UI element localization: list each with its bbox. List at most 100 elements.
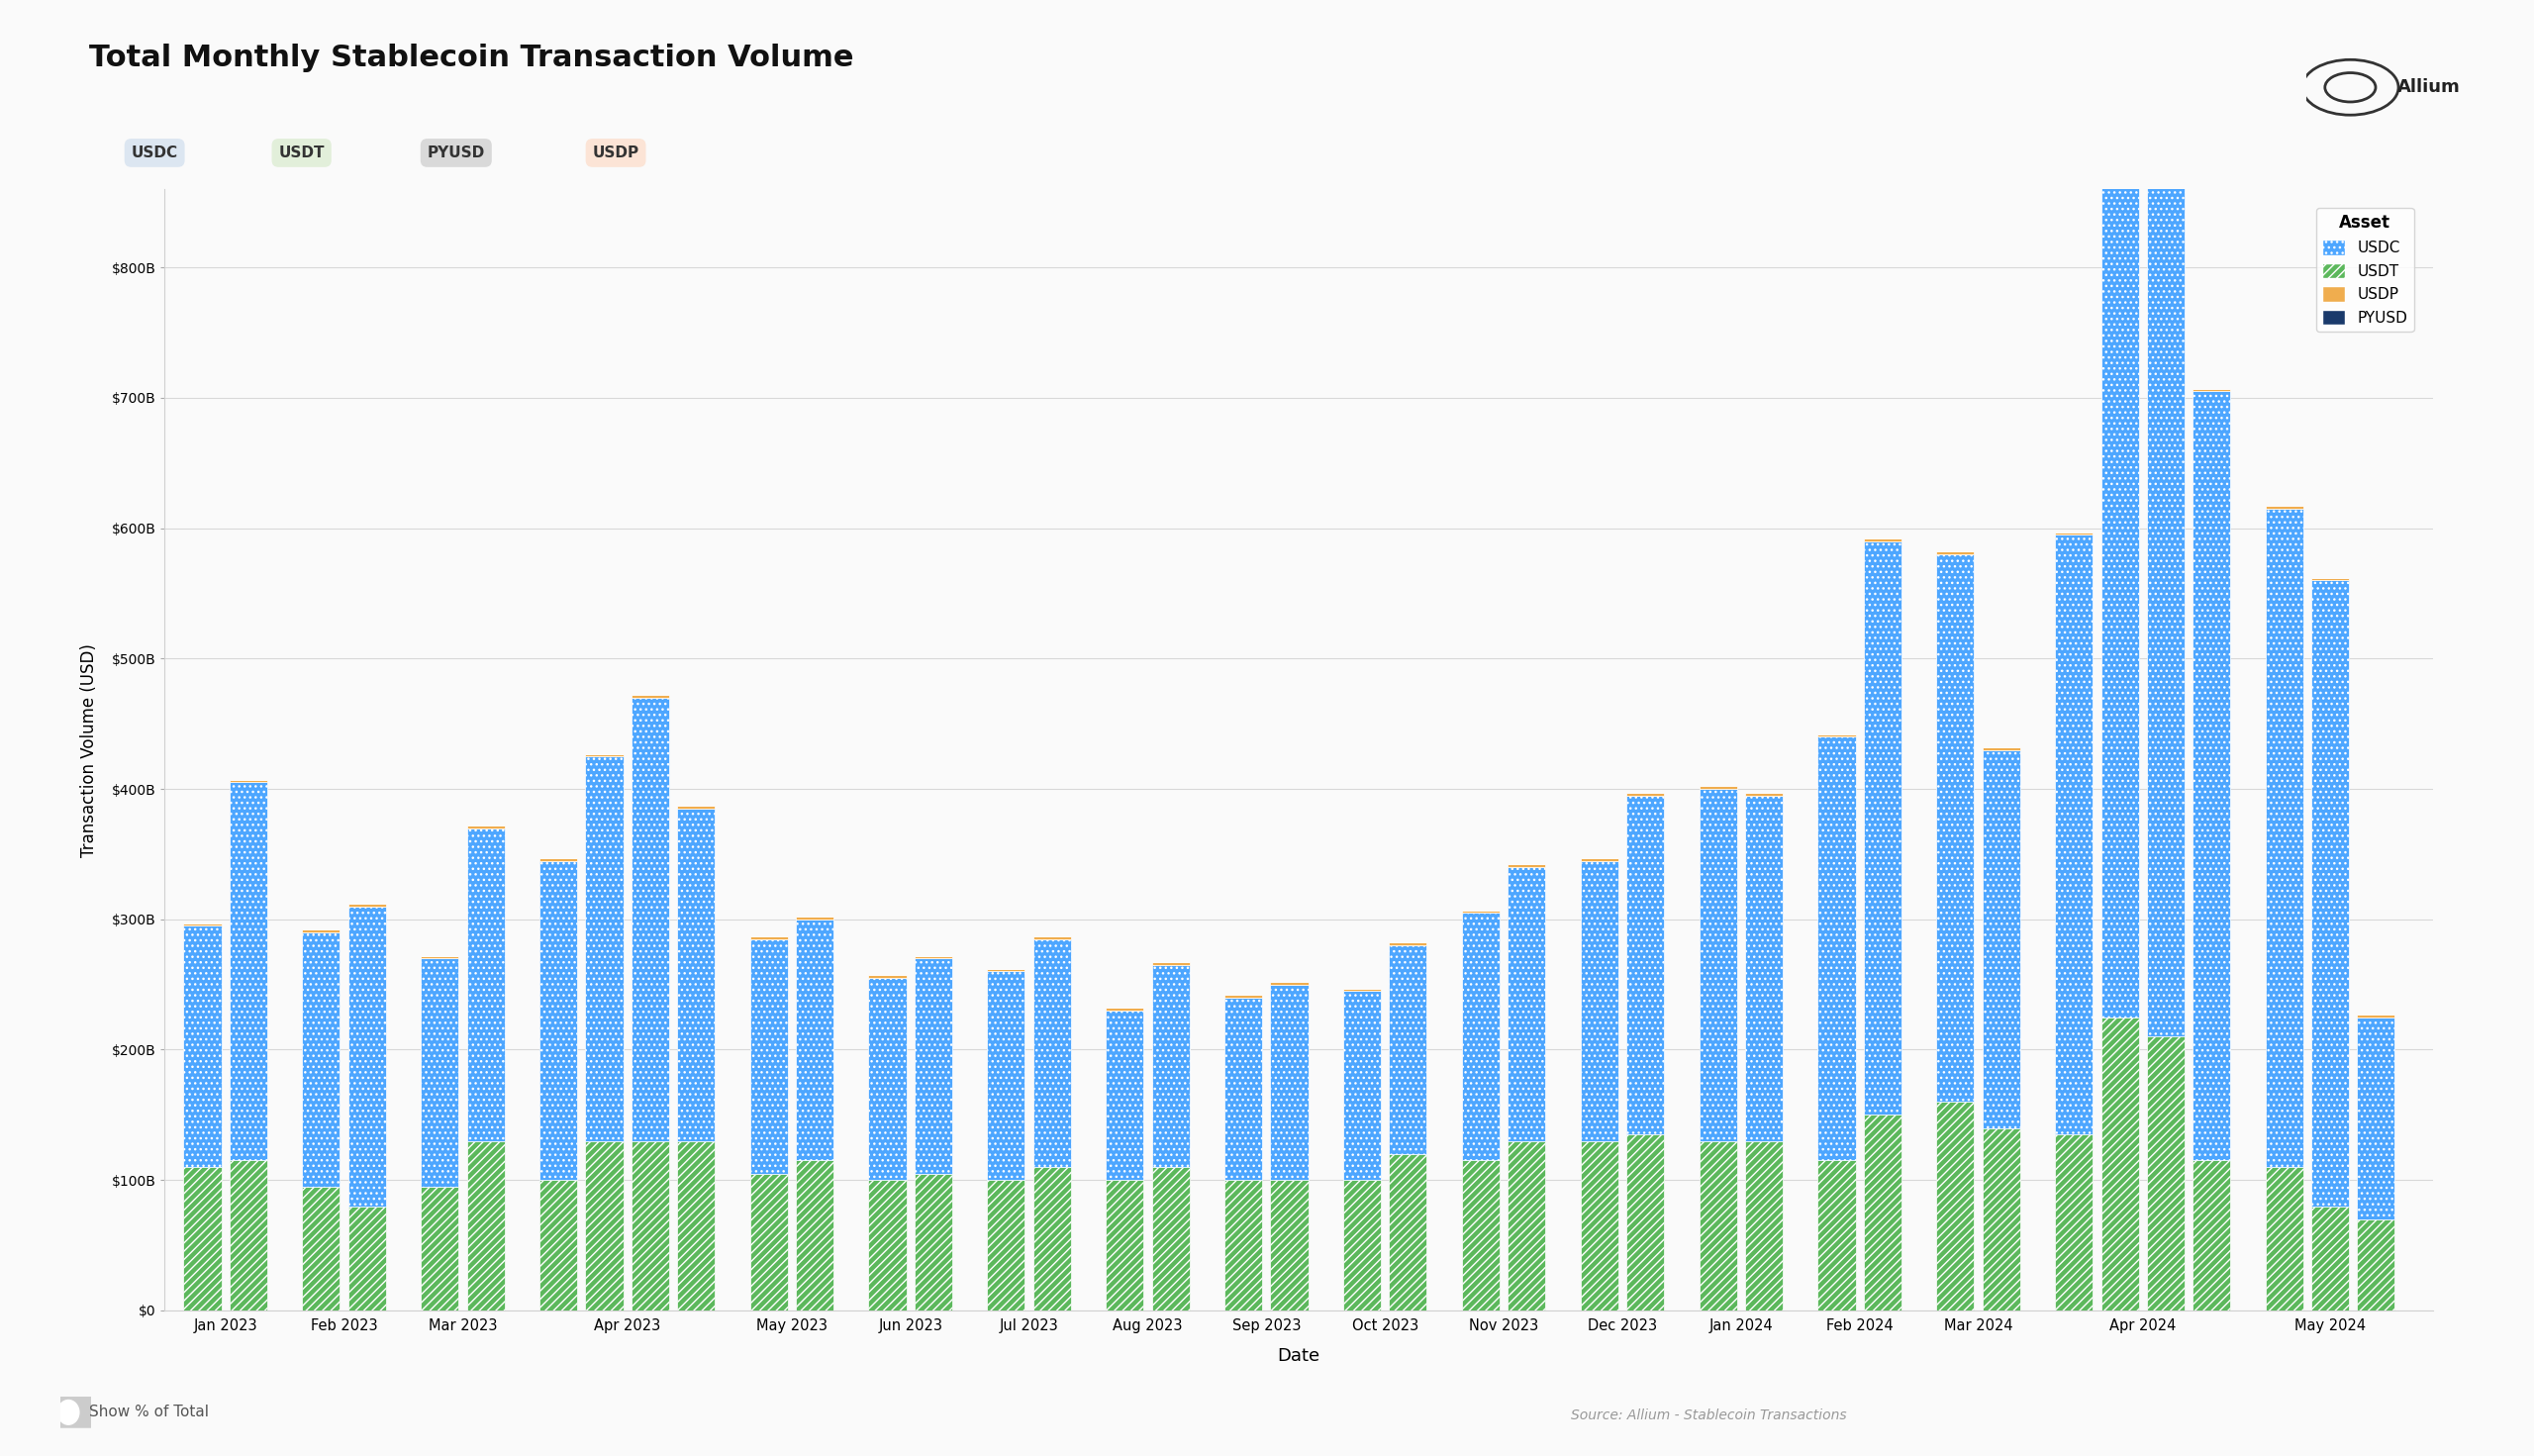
Bar <box>1627 795 1665 1134</box>
Bar <box>421 958 459 1187</box>
Bar <box>182 1168 220 1310</box>
Bar <box>796 1160 834 1310</box>
Bar <box>1389 943 1427 945</box>
Bar <box>1224 994 1262 997</box>
Bar <box>1936 555 1974 1102</box>
Bar <box>869 1179 907 1310</box>
Bar <box>2192 1160 2230 1310</box>
Bar <box>2146 1037 2184 1310</box>
Text: PYUSD: PYUSD <box>428 146 484 160</box>
Bar <box>677 808 715 1142</box>
Bar <box>1105 1010 1143 1179</box>
Bar <box>2265 508 2303 1168</box>
Bar <box>1581 860 1619 1142</box>
Bar <box>347 906 385 1206</box>
Bar <box>750 939 788 1174</box>
Bar <box>2192 392 2230 1160</box>
Text: USDP: USDP <box>593 146 639 160</box>
Bar <box>231 780 266 782</box>
Bar <box>585 756 623 1142</box>
Bar <box>2192 389 2230 392</box>
Bar <box>1153 965 1188 1168</box>
Circle shape <box>58 1401 79 1424</box>
Bar <box>2265 1168 2303 1310</box>
Bar <box>1105 1179 1143 1310</box>
Bar <box>2357 1018 2395 1219</box>
Bar <box>1746 794 1784 795</box>
Bar <box>2146 44 2184 47</box>
Bar <box>915 1174 953 1310</box>
Bar <box>796 919 834 1160</box>
Bar <box>915 958 953 1174</box>
Bar <box>1462 1160 1500 1310</box>
Bar <box>1343 1179 1381 1310</box>
Bar <box>2055 534 2093 1134</box>
Bar <box>421 1187 459 1310</box>
Bar <box>302 930 340 932</box>
Bar <box>585 1142 623 1310</box>
Bar <box>540 860 578 1179</box>
Bar <box>988 1179 1024 1310</box>
Text: Total Monthly Stablecoin Transaction Volume: Total Monthly Stablecoin Transaction Vol… <box>89 44 854 73</box>
Bar <box>869 976 907 978</box>
Bar <box>1627 794 1665 795</box>
Bar <box>421 955 459 958</box>
Bar <box>2311 578 2349 581</box>
Bar <box>1034 1168 1072 1310</box>
Bar <box>1508 1142 1546 1310</box>
Bar <box>2311 1206 2349 1310</box>
Bar <box>1343 992 1381 1179</box>
Text: Source: Allium - Stablecoin Transactions: Source: Allium - Stablecoin Transactions <box>1571 1409 1847 1423</box>
Bar <box>915 955 953 958</box>
Bar <box>302 932 340 1187</box>
Bar <box>1817 1160 1855 1310</box>
Bar <box>631 1142 669 1310</box>
Bar <box>631 695 669 697</box>
Bar <box>1153 962 1188 965</box>
Bar <box>1270 984 1308 1179</box>
Bar <box>1270 1179 1308 1310</box>
Bar <box>796 917 834 919</box>
Bar <box>1936 1102 1974 1310</box>
Bar <box>1746 795 1784 1142</box>
Bar <box>869 978 907 1179</box>
Bar <box>1936 552 1974 555</box>
Bar <box>1105 1008 1143 1010</box>
Bar <box>1270 981 1308 984</box>
Text: Allium: Allium <box>2397 79 2461 96</box>
Bar <box>988 971 1024 1179</box>
FancyBboxPatch shape <box>58 1396 94 1428</box>
X-axis label: Date: Date <box>1277 1347 1320 1366</box>
Bar <box>1862 539 1900 542</box>
Bar <box>1389 945 1427 1155</box>
Bar <box>466 828 504 1142</box>
Bar <box>750 936 788 939</box>
Y-axis label: Transaction Volume (USD): Transaction Volume (USD) <box>79 644 99 856</box>
Bar <box>1034 936 1072 939</box>
Bar <box>540 1179 578 1310</box>
Bar <box>2311 581 2349 1206</box>
Bar <box>2101 181 2139 183</box>
Bar <box>2265 507 2303 508</box>
Bar <box>677 1142 715 1310</box>
Bar <box>750 1174 788 1310</box>
Bar <box>231 782 266 1160</box>
Bar <box>182 926 220 1168</box>
Bar <box>1700 786 1736 789</box>
Bar <box>1462 913 1500 1160</box>
Bar <box>1153 1168 1188 1310</box>
Bar <box>1224 997 1262 1179</box>
Bar <box>585 754 623 756</box>
Bar <box>1627 1134 1665 1310</box>
Bar <box>2055 531 2093 534</box>
Bar <box>1862 1115 1900 1310</box>
Bar <box>1343 989 1381 992</box>
Bar <box>1817 734 1855 737</box>
Bar <box>1700 1142 1736 1310</box>
Bar <box>1982 750 2020 1128</box>
Bar <box>2055 1134 2093 1310</box>
Bar <box>540 858 578 860</box>
Bar <box>302 1187 340 1310</box>
Bar <box>347 904 385 906</box>
Bar <box>347 1206 385 1310</box>
